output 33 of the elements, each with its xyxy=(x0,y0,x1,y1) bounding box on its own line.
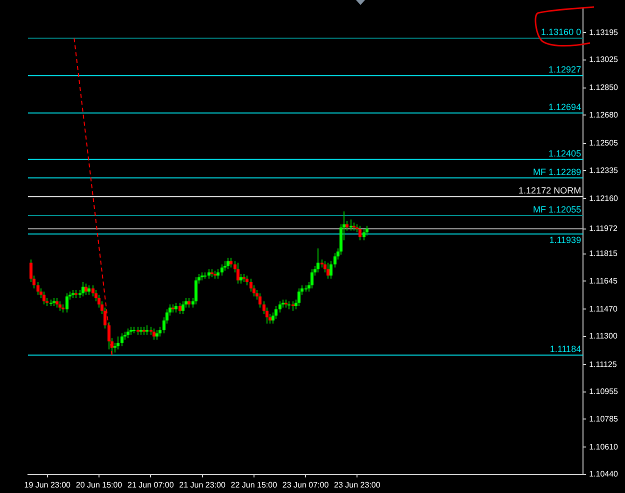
y-tick-label: 1.12335 xyxy=(589,166,619,175)
y-tick-label: 1.10785 xyxy=(589,414,619,424)
x-tick-label: 22 Jun 15:00 xyxy=(230,480,278,490)
y-tick-label: 1.11645 xyxy=(589,276,618,286)
y-tick-label: 1.12160 xyxy=(589,194,619,203)
y-tick-label: 1.12850 xyxy=(589,83,619,92)
y-tick-label: 1.11470 xyxy=(589,304,618,314)
x-tick-label: 21 Jun 07:00 xyxy=(128,480,174,490)
x-tick-label: 20 Jun 15:00 xyxy=(76,480,123,490)
ref-line-label: 1.11184 xyxy=(550,344,582,354)
ref-line-label: 1.12172 NORM xyxy=(518,186,582,196)
y-tick-label: 1.11300 xyxy=(589,332,618,341)
y-tick-label: 1.12680 xyxy=(589,110,619,120)
ref-line-label: MF 1.12289 xyxy=(533,166,582,177)
x-tick-label: 21 Jun 23:00 xyxy=(179,480,226,490)
ref-line-label: MF 1.12055 xyxy=(533,204,582,214)
ref-line-label: 1.12694 xyxy=(548,102,582,112)
ref-line-label: 1.13160 0 xyxy=(541,27,582,38)
x-tick-label: 19 Jun 23:00 xyxy=(24,480,72,490)
ref-line-label: 1.12927 xyxy=(548,64,582,75)
y-tick-label: 1.10955 xyxy=(589,387,619,396)
y-tick-label: 1.11125 xyxy=(589,360,618,369)
x-tick-label: 23 Jun 07:00 xyxy=(282,480,330,490)
ref-line-label: 1.12405 xyxy=(548,148,582,158)
y-tick-label: 1.13195 xyxy=(589,28,619,37)
y-tick-label: 1.11815 xyxy=(589,249,618,258)
y-tick-label: 1.11972 xyxy=(589,224,618,233)
ref-line-label: 1.11939 xyxy=(549,235,582,246)
y-tick-label: 1.13025 xyxy=(589,55,619,64)
y-tick-label: 1.10610 xyxy=(589,442,619,452)
x-tick-label: 23 Jun 23:00 xyxy=(334,480,381,490)
y-tick-label: 1.10440 xyxy=(589,470,619,479)
y-tick-label: 1.12505 xyxy=(589,138,619,148)
